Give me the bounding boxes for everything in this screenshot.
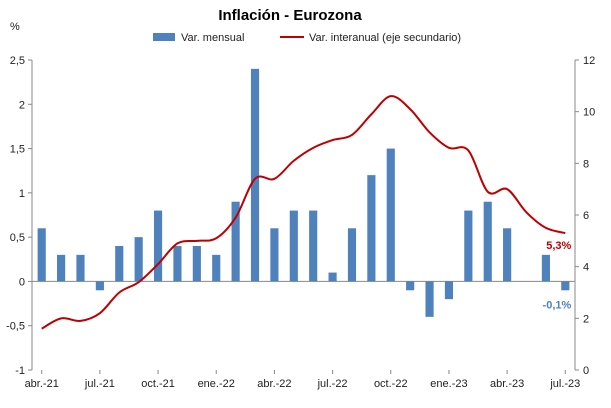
bar-sep.-22 [367, 175, 376, 282]
bar-ene.-23 [444, 281, 454, 300]
bar-oct.-21 [153, 210, 163, 282]
bar-jul.-22 [328, 272, 337, 282]
legend-line-label: Var. interanual (eje secundario) [309, 32, 461, 44]
x-tick-label: jul.-21 [84, 378, 115, 390]
annotation-mom-last: -0,1% [543, 299, 572, 311]
x-tick-label: jul.-22 [317, 378, 348, 390]
legend-bar-label: Var. mensual [181, 32, 244, 44]
bar-nov.-22 [406, 281, 415, 291]
y-right-tick-label: 4 [583, 262, 589, 274]
bar-ene.-22 [212, 254, 221, 282]
bar-jun.-23 [541, 254, 550, 282]
y-left-tick-label: 2,5 [10, 55, 25, 67]
y-left-tick-label: 2 [19, 99, 25, 111]
bar-jul.-21 [95, 281, 104, 291]
bars [37, 68, 570, 317]
x-tick-label: abr.-21 [25, 378, 59, 390]
y-right-tick-label: 8 [583, 158, 589, 170]
x-tick-label: abr.-22 [257, 378, 291, 390]
bar-jun.-21 [76, 254, 85, 282]
yoy-inflation-line [41, 95, 566, 330]
x-tick-label: jul.-23 [549, 378, 580, 390]
y-right-tick-label: 6 [583, 210, 589, 222]
annotations: 5,3% -0,1% [543, 240, 572, 311]
x-tick-label: abr.-23 [490, 378, 524, 390]
line-series [41, 95, 566, 330]
y-left-tick-label: -0,5 [6, 321, 25, 333]
annotation-yoy-last: 5,3% [546, 240, 571, 252]
bar-ago.-21 [115, 246, 124, 282]
bar-feb.-22 [231, 201, 240, 282]
y-left-tick-label: 1 [19, 188, 25, 200]
bar-abr.-21 [37, 228, 46, 282]
legend-bar-swatch [153, 33, 175, 41]
legend: Var. mensual Var. interanual (eje secund… [153, 32, 461, 44]
y-left-tick-label: -1 [15, 365, 25, 377]
axes: -1 -0,5 0 0,5 1 1,5 2 2,5 0 2 4 6 8 10 12 abr.-21 jul.-2… [6, 55, 595, 390]
x-tick-label: oct.-21 [141, 378, 175, 390]
bar-ago.-22 [347, 228, 357, 282]
bar-jul.-23 [561, 281, 570, 291]
bar-abr.-23 [503, 228, 512, 282]
y-right-tick-label: 12 [583, 55, 595, 67]
bar-dic.-21 [192, 246, 201, 282]
bar-nov.-21 [173, 246, 182, 282]
chart-title: Inflación - Eurozona [218, 7, 362, 24]
bar-oct.-22 [386, 148, 395, 282]
bar-may.-22 [289, 210, 298, 282]
x-tick-label: ene.-22 [198, 378, 235, 390]
y-left-tick-label: 0,5 [10, 232, 25, 244]
bar-mar.-22 [250, 68, 260, 282]
bar-dic.-22 [425, 281, 434, 317]
y-left-tick-label: 1,5 [10, 144, 25, 156]
y-right-tick-label: 2 [583, 313, 589, 325]
y-left-tick-label: 0 [19, 276, 25, 288]
x-tick-label: ene.-23 [430, 378, 467, 390]
y-right-tick-label: 0 [583, 365, 589, 377]
bar-sep.-21 [134, 237, 143, 282]
bar-jun.-22 [309, 210, 318, 282]
x-tick-label: oct.-22 [374, 378, 408, 390]
bar-mar.-23 [483, 201, 492, 282]
y-right-tick-label: 10 [583, 107, 595, 119]
bar-abr.-22 [270, 228, 279, 282]
bar-may.-21 [57, 254, 66, 282]
y-axis-unit: % [10, 21, 20, 33]
bar-feb.-23 [464, 210, 473, 282]
